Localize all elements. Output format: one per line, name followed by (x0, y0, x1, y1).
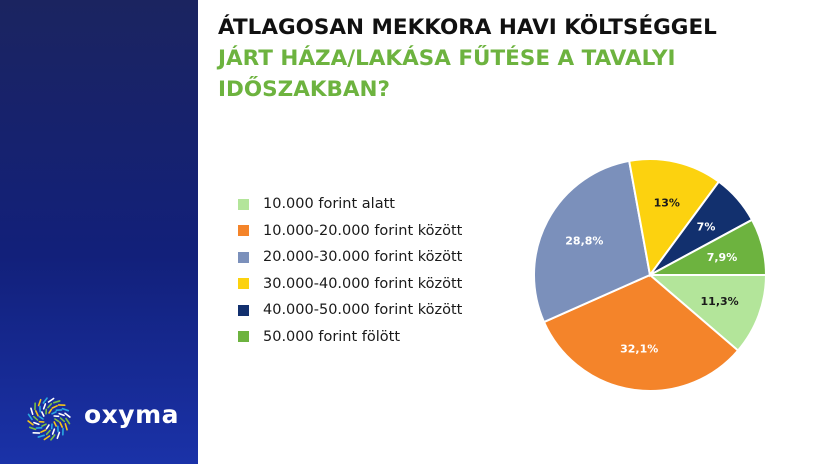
pie-data-label: 7,9% (707, 251, 738, 264)
pie-slice (542, 273, 740, 392)
brand-name: oxyma (84, 400, 180, 429)
legend-item: 50.000 forint fölött (238, 324, 462, 351)
oxyma-logo-icon (27, 397, 71, 441)
pie-data-label: 32,1% (620, 342, 658, 355)
legend-swatch (238, 331, 249, 343)
pie-data-label: 11,3% (701, 295, 739, 308)
legend-label: 30.000-40.000 forint között (263, 275, 463, 292)
legend-item: 30.000-40.000 forint között (238, 271, 462, 298)
page-title: ÁTLAGOSAN MEKKORA HAVI KÖLTSÉGGEL JÁRT H… (218, 12, 808, 105)
legend-label: 10.000 forint alatt (263, 196, 395, 213)
legend-item: 10.000-20.000 forint között (238, 218, 462, 245)
legend-label: 10.000-20.000 forint között (263, 222, 463, 239)
pie-data-label: 28,8% (565, 234, 603, 247)
pie-chart: 11,3% 32,1% 28,8% 13% 7% 7,9% (533, 158, 768, 392)
legend-swatch (238, 198, 249, 210)
title-line-1: ÁTLAGOSAN MEKKORA HAVI KÖLTSÉGGEL (218, 15, 717, 40)
pie-data-label: 13% (654, 197, 680, 210)
legend-swatch (238, 304, 249, 316)
pie-data-label: 7% (697, 220, 716, 233)
legend-item: 10.000 forint alatt (238, 191, 462, 218)
pie-slice (649, 218, 768, 276)
legend-label: 40.000-50.000 forint között (263, 302, 463, 319)
legend-swatch (238, 225, 249, 237)
sidebar-panel: oxyma (0, 0, 198, 464)
chart-legend: 10.000 forint alatt 10.000-20.000 forint … (238, 191, 462, 350)
legend-label: 20.000-30.000 forint között (263, 249, 463, 266)
legend-label: 50.000 forint fölött (263, 328, 401, 345)
legend-swatch (238, 251, 249, 263)
legend-item: 20.000-30.000 forint között (238, 244, 462, 271)
pie-slice (533, 159, 652, 324)
legend-item: 40.000-50.000 forint között (238, 297, 462, 324)
title-line-2: JÁRT HÁZA/LAKÁSA FŰTÉSE A TAVALYI (218, 46, 676, 71)
oxyma-logo: oxyma (26, 396, 186, 442)
legend-swatch (238, 278, 249, 290)
pie-slice (628, 158, 721, 278)
pie-slice (647, 274, 768, 352)
title-line-3: IDŐSZAKBAN? (218, 77, 390, 102)
